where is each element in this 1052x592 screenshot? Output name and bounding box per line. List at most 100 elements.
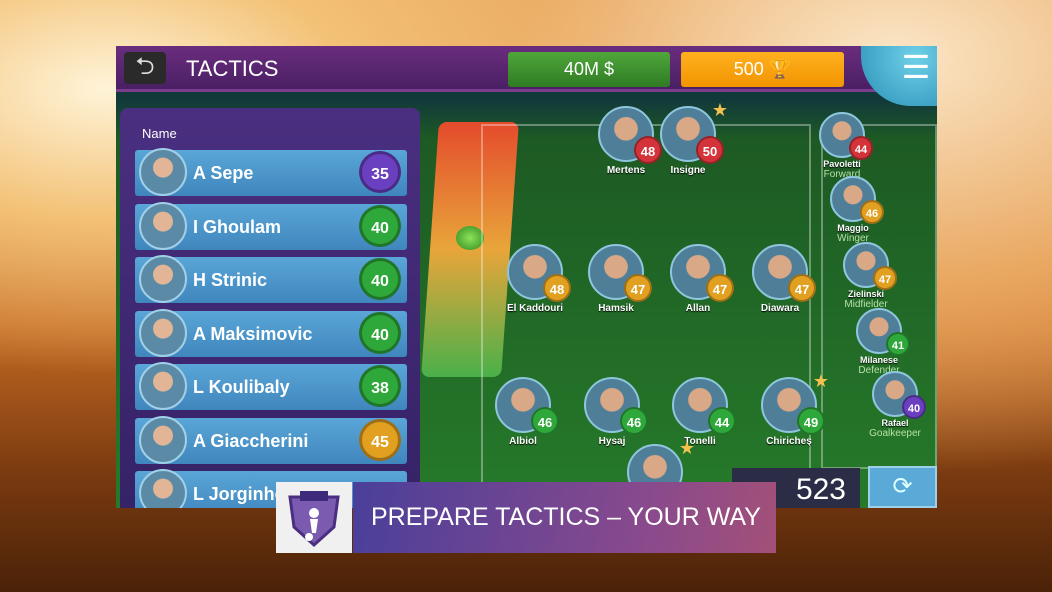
player-rating: 40 — [359, 258, 401, 300]
player-rating: 40 — [359, 311, 401, 354]
player-rating: 48 — [634, 136, 662, 164]
player-rating: 45 — [359, 418, 401, 461]
field-player[interactable]: 47 Allan — [653, 244, 743, 314]
player-avatar: 46 — [830, 176, 884, 224]
player-avatar — [139, 255, 187, 303]
player-name: H Strinic — [193, 270, 268, 290]
player-name: L Koulibaly — [193, 377, 290, 397]
player-name: Allan — [685, 303, 711, 314]
player-rating: 41 — [886, 332, 910, 356]
player-name: Maggio — [837, 223, 869, 233]
player-name: Chiricheș — [766, 436, 812, 447]
player-name: Hysaj — [598, 436, 626, 447]
field-player[interactable]: 48 El Kaddouri — [490, 244, 580, 314]
player-rating: 38 — [359, 365, 401, 407]
field-player[interactable]: 50 ★ Insigne — [643, 100, 733, 176]
player-name: A Maksimovic — [193, 323, 313, 344]
bench-player[interactable]: 47 Zielinski Midfielder — [821, 242, 911, 310]
player-name: Diawara — [760, 303, 800, 314]
player-rating: 44 — [708, 407, 736, 435]
player-list-row[interactable]: H Strinic 40 — [135, 255, 407, 303]
player-list-row[interactable]: A Maksimovic 40 — [135, 308, 407, 357]
player-rating: 40 — [359, 204, 401, 247]
player-role: Midfielder — [844, 299, 888, 310]
field-player[interactable]: 48 Mertens — [581, 106, 671, 176]
player-avatar: 44 — [819, 112, 873, 160]
money-display[interactable]: 40M $ — [508, 52, 670, 87]
player-name: Mertens — [606, 165, 646, 176]
player-rating: 44 — [849, 136, 873, 160]
slider-handle[interactable] — [456, 226, 484, 250]
player-list-row[interactable]: I Ghoulam 40 — [135, 201, 407, 250]
player-role: Winger — [837, 233, 869, 244]
wsm-logo — [276, 482, 352, 553]
player-avatar — [139, 148, 187, 196]
player-avatar: 44 — [672, 377, 736, 435]
bench-player[interactable]: 41 Milanese Defender — [834, 308, 924, 376]
field-player[interactable]: 46 Albiol — [478, 377, 568, 447]
field-player[interactable]: 47 Hamsik — [571, 244, 661, 314]
hamburger-icon: ☰ — [901, 49, 931, 85]
player-name: El Kaddouri — [506, 303, 564, 314]
player-name: Tonelli — [684, 436, 716, 447]
player-role: Defender — [858, 365, 900, 376]
player-avatar: 41 — [856, 308, 910, 356]
page-title: TACTICS — [186, 56, 279, 81]
player-rating: 46 — [860, 200, 884, 224]
player-avatar: 47 — [752, 244, 816, 302]
player-rating: 49 — [797, 407, 825, 435]
player-name: Rafael — [881, 418, 909, 428]
player-avatar — [139, 362, 187, 410]
player-rating: 40 — [902, 395, 926, 419]
player-avatar: 50 ★ — [660, 100, 728, 164]
bench-player[interactable]: 40 Rafael Goalkeeper — [850, 371, 937, 439]
star-icon: ★ — [711, 100, 728, 120]
player-name: L Jorginho — [193, 484, 286, 504]
rotate-formation-icon: ⟳ — [892, 473, 913, 500]
player-avatar: 49 ★ — [761, 371, 829, 435]
player-avatar — [139, 308, 187, 357]
player-rating: 48 — [543, 274, 571, 302]
player-name: I Ghoulam — [193, 216, 282, 237]
player-list-row[interactable]: A Giaccherini 45 — [135, 415, 407, 464]
player-name: Insigne — [670, 165, 706, 176]
field-player[interactable]: 49 ★ Chiricheș — [744, 371, 834, 447]
menu-button[interactable]: ☰ — [861, 46, 937, 106]
player-rating: 47 — [624, 274, 652, 302]
player-list-row[interactable]: L Koulibaly 38 — [135, 362, 407, 410]
player-role: Goalkeeper — [869, 428, 921, 439]
field-player[interactable]: 44 Tonelli — [655, 377, 745, 447]
player-list-row[interactable]: A Sepe 35 — [135, 148, 407, 196]
player-rating: 47 — [706, 274, 734, 302]
back-arrow-icon: ⮌ — [135, 53, 155, 80]
player-avatar: 40 — [872, 371, 926, 419]
promo-banner: PREPARE TACTICS – YOUR WAY — [353, 482, 776, 553]
player-rating: 47 — [873, 266, 897, 290]
player-name: Pavoletti — [823, 159, 861, 169]
player-rating: 47 — [788, 274, 816, 302]
player-avatar: 46 — [495, 377, 559, 435]
field-player[interactable]: 46 Hysaj — [567, 377, 657, 447]
star-icon: ★ — [812, 371, 829, 391]
back-button[interactable]: ⮌ — [124, 52, 166, 84]
player-rating: 46 — [531, 407, 559, 435]
list-header-name: Name — [142, 126, 177, 141]
field-player[interactable]: 47 Diawara — [735, 244, 825, 314]
bench-player[interactable]: 46 Maggio Winger — [808, 176, 898, 244]
player-avatar: 48 — [507, 244, 571, 302]
player-avatar: 47 — [843, 242, 897, 290]
player-avatar: 47 — [588, 244, 652, 302]
player-avatar — [139, 201, 187, 250]
player-name: A Sepe — [193, 163, 254, 183]
player-avatar — [139, 415, 187, 464]
player-rating: 50 — [696, 136, 724, 164]
player-avatar: 47 — [670, 244, 734, 302]
star-icon: ★ — [678, 438, 695, 458]
player-name: Zielinski — [847, 289, 884, 299]
player-avatar — [139, 469, 187, 508]
trophies-display[interactable]: 500 🏆 — [681, 52, 844, 87]
player-avatar: 48 — [598, 106, 662, 164]
game-screen: ⮌ TACTICS 40M $ 500 🏆 ☰ Name A Sepe 35 I G… — [116, 46, 937, 508]
rotate-formation-button[interactable]: ⟳ — [868, 466, 937, 508]
bench-player[interactable]: 44 Pavoletti Forward — [797, 112, 887, 180]
